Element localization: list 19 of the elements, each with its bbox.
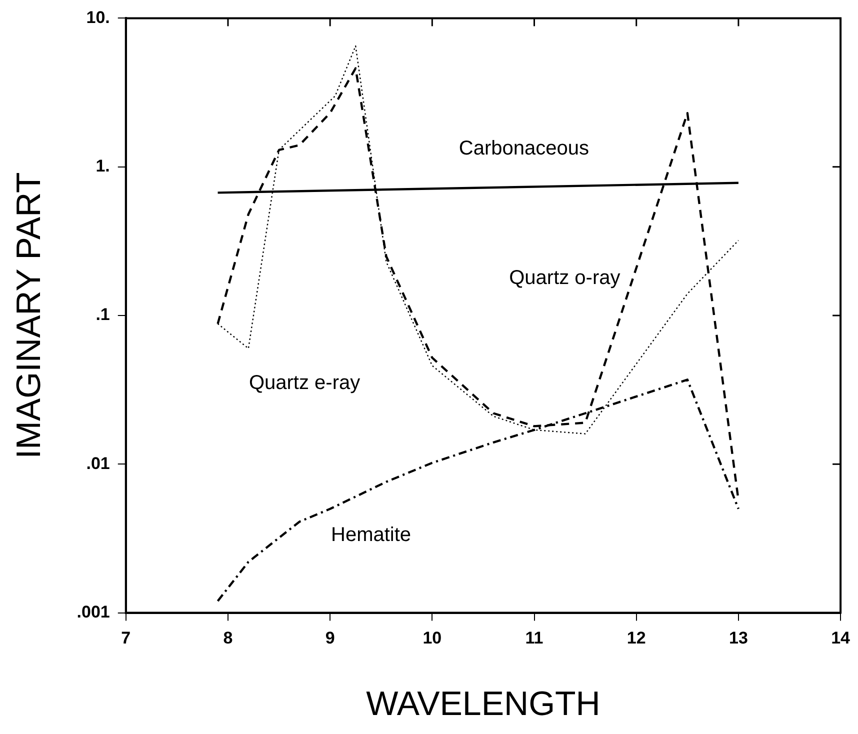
y-tick-label: 10.	[86, 8, 110, 27]
x-tick-label: 9	[325, 628, 335, 648]
series-label: Carbonaceous	[458, 138, 589, 160]
x-tick-label: 11	[525, 628, 544, 648]
series-label: Quartz o-ray	[509, 267, 620, 290]
x-tick-label: 7	[121, 628, 131, 648]
y-axis-title: IMAGINARY PART	[10, 172, 48, 459]
y-tick-label: .1	[96, 305, 110, 324]
x-tick-label: 8	[223, 628, 233, 648]
x-tick-label: 14	[831, 628, 851, 648]
x-tick-label: 10	[422, 628, 442, 648]
y-tick-label: 1.	[96, 156, 110, 176]
x-tick-label: 12	[626, 628, 646, 648]
series-label: Hematite	[331, 524, 412, 546]
y-tick-label: .01	[86, 454, 110, 473]
x-tick-label: 13	[728, 628, 748, 648]
series-label: Quartz e-ray	[248, 372, 360, 394]
y-tick-label: .001	[76, 602, 110, 622]
x-axis-title: WAVELENGTH	[366, 684, 600, 723]
